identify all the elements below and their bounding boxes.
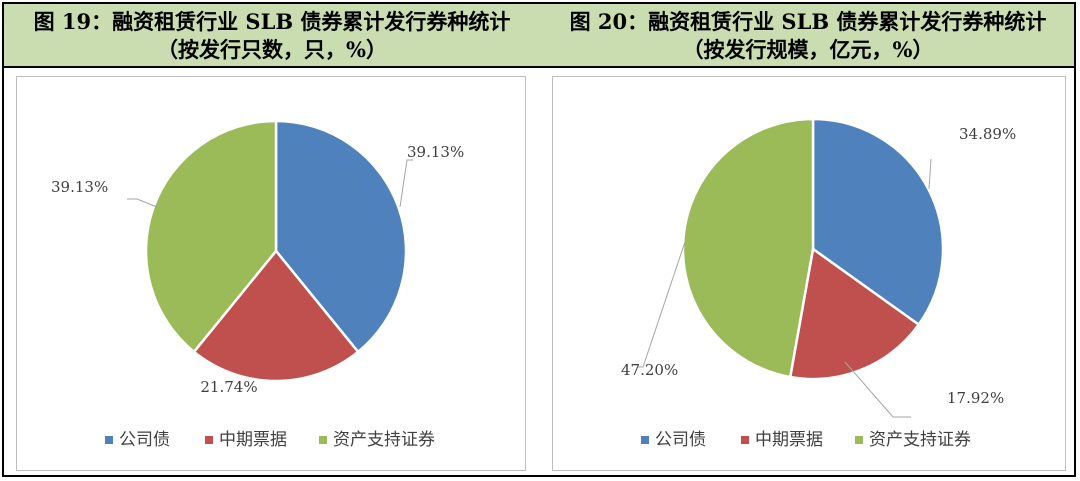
chart-panel-left: 39.13% 21.74% 39.13% 公司债 中期票据 资产支持证券: [16, 76, 526, 471]
legend-label: 资产支持证券: [869, 430, 971, 450]
leader-line: [844, 361, 911, 418]
pie-slices: [144, 119, 408, 383]
pie-slice-中期票据: [788, 247, 920, 381]
pie-slice-资产支持证券: [144, 119, 278, 354]
legend: 公司债 中期票据 资产支持证券: [641, 430, 971, 450]
left-title-line1: 图 19：融资租赁行业 SLB 债券累计发行券种统计: [33, 9, 511, 34]
left-title-line2: （按发行只数，只，%）: [157, 37, 387, 62]
header-bar: 图 19：融资租赁行业 SLB 债券累计发行券种统计 （按发行只数，只，%） 图…: [4, 4, 1074, 68]
leader-line: [127, 198, 158, 208]
data-label: 17.92%: [947, 389, 1004, 407]
right-title-line1: 图 20：融资租赁行业 SLB 债券累计发行券种统计: [569, 9, 1047, 34]
data-label: 34.89%: [959, 125, 1016, 143]
right-title-line2: （按发行规模，亿元，%）: [682, 37, 934, 62]
pie-slice-公司债: [274, 119, 408, 354]
data-label: 39.13%: [51, 178, 108, 196]
pie-slice-资产支持证券: [681, 117, 815, 379]
legend-swatch: [641, 436, 649, 444]
leader-line: [637, 238, 687, 368]
legend-swatch: [319, 436, 327, 444]
chart-panel-right: 34.89% 17.92% 47.20% 公司债 中期票据 资产支持证券: [552, 76, 1066, 471]
legend-label: 中期票据: [219, 430, 287, 450]
legend-swatch: [855, 436, 863, 444]
legend-label: 公司债: [655, 430, 706, 450]
data-label: 21.74%: [200, 378, 257, 396]
leader-line: [399, 159, 413, 208]
pie-slice-公司债: [811, 117, 945, 326]
legend: 公司债 中期票据 资产支持证券: [105, 430, 435, 450]
pie-slices: [681, 117, 945, 381]
header-right: 图 20：融资租赁行业 SLB 债券累计发行券种统计 （按发行规模，亿元，%）: [540, 4, 1076, 66]
legend-label: 中期票据: [755, 430, 823, 450]
legend-label: 公司债: [119, 430, 170, 450]
legend-label: 资产支持证券: [333, 430, 435, 450]
data-label: 47.20%: [621, 361, 678, 379]
leader-line: [928, 158, 932, 190]
legend-swatch: [105, 436, 113, 444]
pie-slice-中期票据: [192, 249, 360, 383]
pie-chart-count: 39.13% 21.74% 39.13% 公司债 中期票据 资产支持证券: [51, 119, 464, 450]
legend-swatch: [205, 436, 213, 444]
data-label: 39.13%: [407, 143, 464, 161]
legend-swatch: [741, 436, 749, 444]
pie-chart-scale: 34.89% 17.92% 47.20% 公司债 中期票据 资产支持证券: [621, 117, 1016, 450]
header-left: 图 19：融资租赁行业 SLB 债券累计发行券种统计 （按发行只数，只，%）: [4, 4, 540, 66]
